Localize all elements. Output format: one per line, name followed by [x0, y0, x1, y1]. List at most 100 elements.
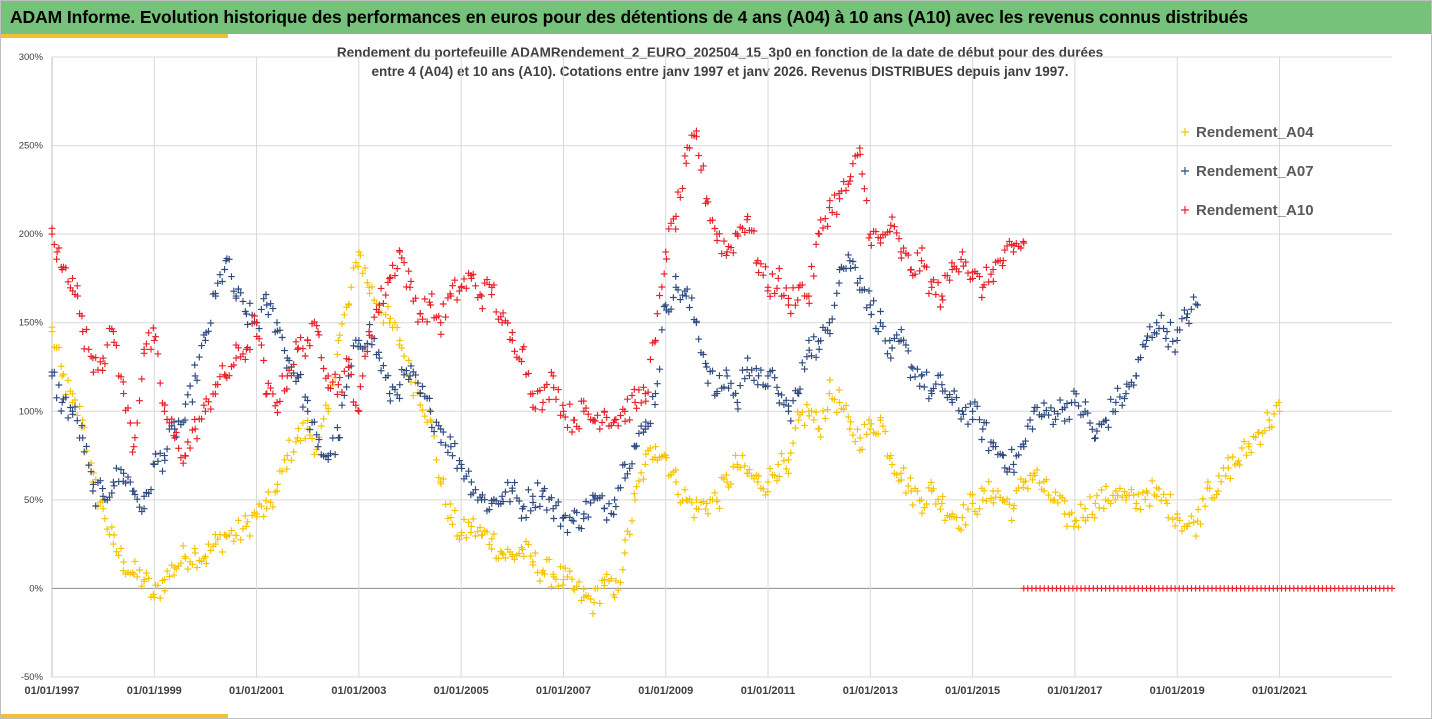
data-point — [851, 438, 859, 445]
data-point — [803, 353, 811, 361]
data-point — [989, 499, 997, 507]
data-point — [587, 499, 594, 507]
data-point — [699, 498, 707, 505]
data-point — [166, 419, 173, 427]
data-point — [115, 552, 123, 559]
data-point — [1107, 499, 1115, 507]
data-point — [1063, 400, 1071, 407]
data-point — [55, 344, 63, 351]
data-point — [695, 505, 703, 513]
data-point — [720, 237, 728, 245]
data-point — [703, 195, 711, 203]
data-point — [771, 290, 779, 297]
data-point — [352, 259, 360, 266]
data-point — [611, 496, 618, 504]
data-point — [182, 554, 189, 562]
data-point — [667, 219, 675, 227]
data-point — [866, 301, 874, 309]
data-point — [937, 505, 944, 513]
data-point — [136, 397, 143, 405]
data-point — [398, 344, 406, 352]
data-point — [468, 478, 475, 486]
data-point — [1162, 335, 1170, 342]
data-point — [71, 291, 79, 298]
data-point — [1036, 479, 1043, 487]
data-point — [90, 368, 97, 376]
data-point — [511, 555, 518, 563]
data-point — [907, 363, 915, 371]
grid-lines — [51, 56, 1392, 678]
data-point — [126, 419, 134, 427]
data-point — [260, 295, 268, 303]
data-point — [133, 419, 141, 427]
data-point — [150, 337, 158, 344]
data-point — [1008, 446, 1016, 453]
data-point — [472, 282, 479, 290]
data-point — [621, 474, 629, 482]
data-point — [932, 291, 940, 298]
data-point — [1038, 413, 1046, 420]
data-point — [842, 402, 850, 409]
data-point — [269, 503, 277, 511]
data-point — [1171, 348, 1179, 356]
data-point — [564, 424, 571, 431]
data-point — [538, 493, 546, 500]
data-point — [129, 448, 136, 456]
data-point — [1111, 496, 1119, 504]
data-point — [909, 364, 917, 372]
data-point — [71, 403, 79, 411]
data-point — [184, 438, 192, 446]
data-point — [693, 496, 700, 504]
data-point — [396, 247, 403, 254]
data-point — [619, 405, 627, 413]
data-point — [743, 216, 751, 224]
series-rendement-a10 — [48, 127, 1028, 467]
data-point — [795, 416, 803, 424]
data-point — [934, 495, 942, 503]
data-point — [930, 276, 937, 284]
data-point — [861, 286, 868, 293]
data-point — [559, 401, 567, 409]
data-point — [1015, 451, 1022, 459]
data-point — [354, 262, 362, 270]
data-point — [386, 275, 393, 282]
data-point — [462, 284, 470, 292]
data-point — [789, 397, 797, 405]
data-point — [713, 237, 721, 244]
data-point — [938, 500, 946, 507]
data-point — [384, 279, 392, 286]
data-point — [976, 273, 983, 280]
data-point — [1171, 522, 1179, 530]
data-point — [904, 482, 912, 490]
data-point — [274, 480, 281, 488]
data-point — [854, 279, 861, 287]
data-point — [854, 425, 861, 433]
data-point — [78, 312, 86, 320]
data-point — [626, 416, 634, 424]
data-point — [527, 552, 535, 560]
data-point — [498, 549, 506, 557]
data-point — [596, 425, 604, 433]
data-point — [311, 318, 318, 326]
data-point — [428, 424, 436, 431]
data-point — [628, 392, 636, 399]
data-point — [175, 444, 182, 452]
data-point — [1059, 406, 1066, 413]
data-point — [1121, 395, 1128, 402]
data-point — [465, 467, 472, 475]
data-point — [357, 383, 364, 391]
data-point — [145, 575, 153, 582]
data-point — [939, 493, 947, 500]
data-point — [87, 353, 95, 360]
data-point — [1130, 491, 1138, 499]
data-point — [652, 443, 659, 451]
data-point — [676, 194, 684, 201]
data-point — [550, 384, 558, 392]
data-point — [225, 531, 233, 539]
data-point — [531, 405, 539, 413]
data-point — [580, 515, 588, 522]
data-point — [154, 582, 162, 589]
data-point — [50, 368, 58, 376]
data-point — [651, 401, 659, 408]
data-point — [780, 292, 788, 299]
